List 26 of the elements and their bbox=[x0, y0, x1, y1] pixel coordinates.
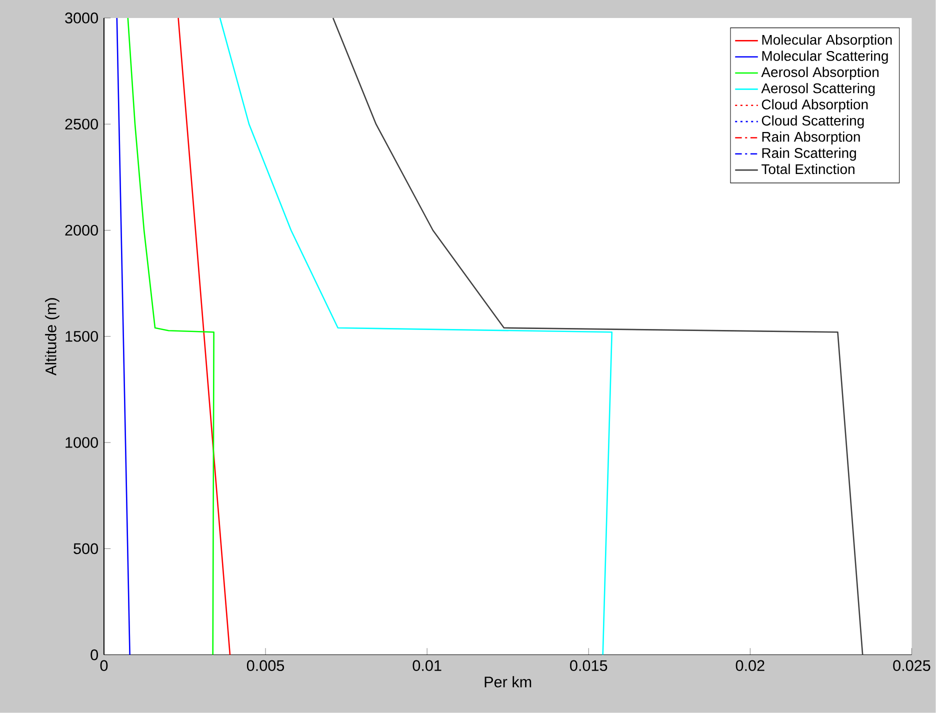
legend-label: Cloud Absorption bbox=[762, 99, 868, 112]
legend-label: Aerosol Scattering bbox=[761, 83, 875, 96]
x-tick-label: 0.015 bbox=[570, 660, 608, 672]
y-tick-label: 1500 bbox=[66, 331, 98, 342]
y-tick-label: 1000 bbox=[66, 437, 98, 448]
legend-label: Aerosol Absorption bbox=[761, 66, 879, 80]
line-series bbox=[219, 17, 613, 656]
legend-label: Total Extinction bbox=[762, 164, 854, 174]
legend-label: Cloud Scattering bbox=[762, 115, 864, 128]
y-tick-label: 3000 bbox=[65, 12, 98, 24]
line-series bbox=[127, 17, 214, 656]
y-tick-label: 500 bbox=[74, 543, 98, 554]
y-tick-label: 2000 bbox=[65, 224, 98, 236]
x-tick-label: 0.01 bbox=[412, 660, 442, 672]
x-tick-label: 0.005 bbox=[246, 660, 284, 672]
y-tick-label: 0 bbox=[90, 649, 98, 660]
legend-label: Molecular Scattering bbox=[762, 50, 888, 64]
y-axis-title: Altitude (m) bbox=[45, 298, 60, 376]
x-tick-label: 0.02 bbox=[736, 660, 764, 672]
legend-label: Rain Scattering bbox=[762, 148, 856, 161]
legend-label: Rain Absorption bbox=[762, 132, 860, 145]
legend-label: Molecular Absorption bbox=[762, 34, 892, 48]
x-axis-title: Per km bbox=[484, 676, 532, 688]
y-tick-label: 2500 bbox=[65, 118, 98, 130]
x-tick-label: 0.025 bbox=[893, 660, 930, 672]
x-tick-label: 0 bbox=[100, 660, 108, 672]
